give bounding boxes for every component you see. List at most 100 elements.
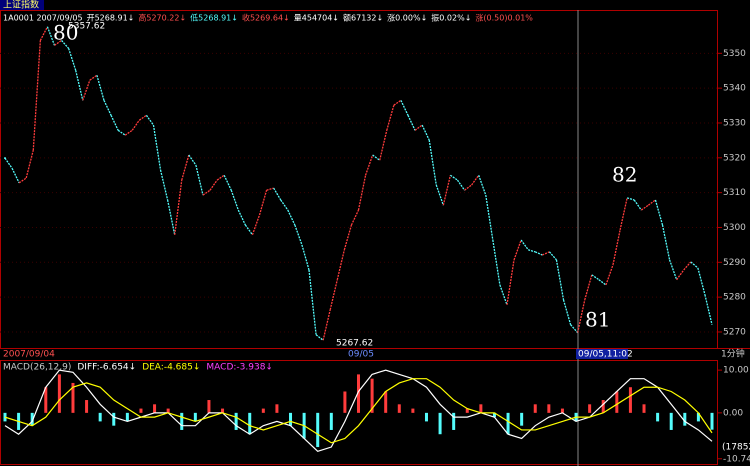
price-segment [301,244,310,271]
y-tick-label: 5340 [723,84,746,94]
price-segment [209,179,218,191]
price-segment [216,174,225,181]
price-segment [223,174,232,191]
info-line: 1A0001 2007/09/05 开5268.91↓ 高5270.22↓ 低5268… [3,13,533,23]
price-segment [683,261,692,271]
macd-bar [683,412,687,426]
price-segment [647,199,656,206]
price-segment [697,267,706,295]
macd-bar [642,404,646,413]
macd-bar [261,408,265,413]
macd-bar [397,404,401,413]
macd-bar [357,374,360,413]
price-segment [96,75,105,101]
info-item: 高5270.22↓ [138,13,186,23]
y-tick-label: 5320 [723,153,746,163]
macd-bar [125,412,129,422]
price-segment [103,100,112,116]
price-segment [421,124,430,141]
y-tick-label: 5300 [723,223,746,233]
macd-bar [180,412,184,430]
price-segment [244,224,253,236]
macd-bar [166,408,170,413]
price-segment [4,157,13,169]
price-segment [393,99,402,106]
macd-bar [492,412,496,418]
price-segment [343,224,353,250]
price-segment [336,249,345,280]
macd-bar [370,378,374,413]
price-segment [407,115,416,131]
info-item: 涨(0.50)0.01% [475,13,533,23]
macd-bar [411,408,415,413]
price-segment [471,174,480,186]
price-segment [138,114,147,121]
price-segment [230,189,239,211]
x-label: 09/05 [348,350,374,360]
price-segment [668,259,678,280]
info-item: 额67132↓ [343,13,383,23]
price-segment [478,175,487,196]
price-segment [364,154,374,176]
price-segment [32,40,41,151]
price-segment [379,130,388,161]
macd-bar [533,404,537,413]
price-segment [152,124,162,171]
macd-bar [424,412,428,422]
title-bar [0,0,44,10]
macd-bar [465,408,469,413]
price-segment [61,39,70,49]
price-segment [520,239,529,251]
macd-line [4,378,713,444]
price-segment [584,274,593,301]
macd-bar [588,404,592,413]
price-segment [562,299,572,325]
price-segment [464,184,473,191]
price-segment [570,324,579,334]
price-segment [506,259,515,305]
macd-bar [316,412,320,448]
x-label: 2007/09/04 [3,350,55,360]
price-segment [322,309,331,341]
price-segment [18,177,27,184]
price-segment [25,149,34,179]
price-segment [39,26,48,41]
price-segment [266,187,274,191]
price-segment [414,124,423,131]
info-item: 振0.02%↓ [431,13,471,23]
price-segment [315,334,324,341]
wave-label: 81 [585,308,610,332]
price-segment [499,284,508,306]
macd-bar [479,404,483,413]
legend-entry: DEA:-4.685↓ [142,363,200,373]
wave-label: 80 [53,21,78,45]
price-segment [202,189,211,196]
price-segment [287,209,296,226]
price-segment [456,179,466,191]
price-segment [676,269,685,281]
macd-bar [628,387,632,413]
y-tick-label: 5350 [723,49,746,59]
price-segment [633,199,642,211]
wave-label: 82 [612,163,637,187]
price-segment [350,209,360,226]
macd-bar [384,391,388,413]
period: 1分钟 [721,348,745,360]
macd-bar [696,412,700,422]
price-segment [280,199,289,211]
macd-bar [207,400,211,413]
price-segment [174,180,183,235]
macd-bar [112,412,116,426]
price-segment [294,224,303,246]
price-segment [534,251,543,256]
y-tick-label: -10.74 [723,454,750,464]
y-tick-label: 5280 [723,293,746,303]
price-segment [195,164,204,196]
price-segment [124,129,133,136]
macd-bar [669,412,673,430]
macd-bar [438,412,442,435]
price-segment [46,26,56,46]
macd-bar [153,404,157,413]
